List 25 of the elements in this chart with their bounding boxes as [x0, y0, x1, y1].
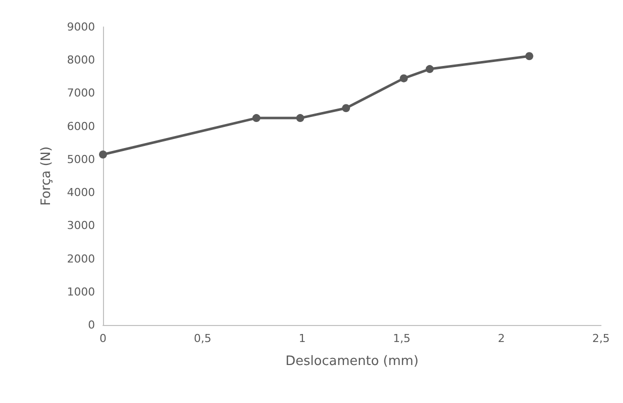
point — [342, 104, 350, 112]
point — [296, 114, 304, 122]
y-tick-label: 5000 — [67, 152, 95, 166]
y-tick-label: 0 — [88, 318, 95, 332]
y-tick-label: 8000 — [67, 54, 95, 67]
x-tick-label: 0 — [100, 332, 106, 345]
y-tick-label: 1000 — [67, 285, 95, 298]
y-tick-label: 3000 — [67, 219, 95, 232]
x-tick-label: 1,5 — [393, 332, 411, 345]
point — [525, 52, 534, 60]
x-axis-title: Deslocamento (mm) — [285, 354, 419, 369]
point — [400, 74, 408, 82]
point — [426, 65, 434, 74]
point — [99, 150, 107, 158]
y-tick-label: 9000 — [67, 20, 95, 34]
x-tick-label: 0,5 — [194, 332, 212, 345]
y-tick-label: 7000 — [67, 86, 95, 100]
y-tick-label: 6000 — [67, 120, 95, 133]
x-tick-label: 2,5 — [592, 332, 610, 345]
y-axis-title: Força (N) — [39, 146, 54, 206]
y-tick-label: 4000 — [67, 186, 95, 200]
y-tick-label: 2000 — [67, 252, 95, 266]
x-tick-label: 1 — [298, 332, 306, 345]
x-tick-label: 2 — [498, 332, 505, 345]
point — [252, 114, 260, 122]
